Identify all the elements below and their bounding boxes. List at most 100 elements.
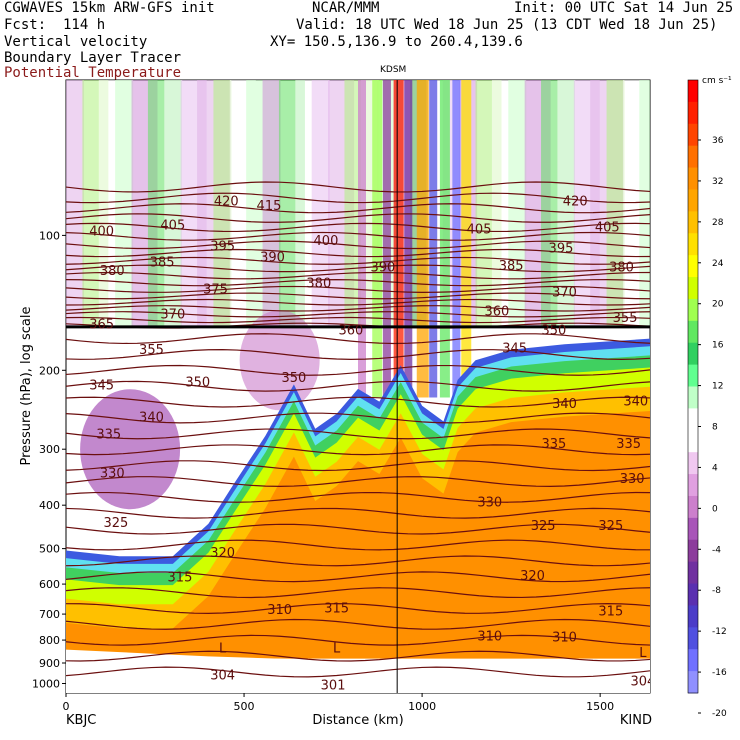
theta-label: 340: [139, 411, 164, 426]
theta-contour: [66, 240, 650, 250]
theta-label: 325: [531, 519, 556, 534]
colorbar: cm s⁻¹ 36 32 28 24 20 16 12 8 4 0 -4 -8 -12 -16 -20: [687, 76, 732, 719]
theta-contour: [66, 428, 650, 440]
colorbar-swatch: [688, 495, 698, 519]
velocity-band: [557, 80, 576, 327]
y-tick-label: 200: [39, 364, 60, 377]
theta-contour: [66, 396, 650, 408]
colorbar-swatch: [688, 167, 698, 190]
x-start-station: KBJC: [66, 713, 96, 728]
field-potential-temperature: Potential Temperature: [4, 65, 182, 81]
colorbar-swatch: [688, 80, 698, 103]
init-time: Init: 00 UTC Sat 14 Jun 25: [514, 0, 734, 16]
theta-label: 304: [210, 669, 235, 684]
theta-contour: [66, 298, 650, 306]
velocity-band: [606, 80, 625, 327]
colorbar-swatch: [688, 408, 698, 431]
field-vertical-velocity: Vertical velocity: [4, 34, 148, 50]
theta-contour: [66, 279, 650, 287]
theta-label: 350: [541, 323, 566, 338]
theta-contour: [66, 333, 650, 345]
theta-label: 340: [552, 397, 577, 412]
theta-contour: [66, 587, 650, 599]
theta-label: L: [639, 646, 647, 661]
velocity-column: [461, 80, 472, 398]
theta-label: 390: [260, 250, 285, 265]
model-title: CGWAVES 15km ARW-GFS init: [4, 0, 215, 16]
x-tick-label: 1500: [586, 700, 614, 713]
colorbar-swatch: [688, 189, 698, 212]
colorbar-swatch: [688, 386, 698, 409]
colorbar-swatch: [688, 211, 698, 234]
theta-label: 340: [623, 395, 648, 410]
colorbar-tick-label: -8: [712, 586, 721, 596]
theta-label: 405: [160, 218, 185, 233]
theta-label: 310: [267, 603, 292, 618]
colorbar-swatch: [688, 320, 698, 344]
colorbar-swatch: [688, 277, 698, 300]
theta-label: 395: [549, 242, 574, 257]
colorbar-frame: [687, 79, 699, 694]
valid-time: Valid: 18 UTC Wed 18 Jun 25 (13 CDT Wed …: [296, 17, 718, 33]
colorbar-units: cm s⁻¹: [702, 76, 732, 86]
theta-contour: [66, 248, 650, 258]
theta-label: 315: [168, 570, 193, 585]
velocity-column: [429, 80, 438, 398]
velocity-column: [382, 80, 391, 398]
potential-temperature-contours: [66, 181, 650, 678]
theta-contour: [66, 256, 650, 265]
theta-label: 315: [598, 604, 623, 619]
theta-contour: [66, 213, 650, 223]
theta-contour: [66, 349, 650, 360]
theta-label: 390: [371, 261, 396, 276]
velocity-band: [639, 80, 650, 327]
colorbar-tick-label: 36: [712, 136, 724, 146]
theta-label: 370: [552, 285, 577, 300]
theta-label: 405: [467, 222, 492, 237]
theta-contour: [66, 476, 650, 487]
velocity-column: [439, 80, 450, 398]
velocity-band: [66, 80, 84, 327]
y-tick-label: 100: [39, 229, 60, 242]
theta-label: 360: [338, 323, 363, 338]
colorbar-swatch: [688, 517, 698, 541]
velocity-band: [311, 80, 330, 327]
theta-label: 325: [103, 516, 128, 531]
theta-label: L: [333, 641, 341, 656]
colorbar-tick-label: -12: [712, 627, 727, 637]
theta-label: 420: [563, 194, 588, 209]
colorbar-tick-label: 24: [712, 259, 724, 269]
tracer-layer: [66, 410, 650, 693]
theta-label: 310: [552, 631, 577, 646]
velocity-band: [508, 80, 527, 327]
theta-label: 380: [609, 261, 634, 276]
theta-contour: [66, 292, 650, 300]
theta-label: 330: [477, 496, 502, 511]
colorbar-swatch: [688, 101, 698, 125]
midpoint-station: KDSM: [380, 65, 407, 75]
theta-contour: [66, 305, 650, 312]
theta-label: L: [219, 641, 227, 656]
theta-label: 335: [96, 427, 121, 442]
theta-label: 350: [281, 371, 306, 386]
colorbar-swatch: [688, 233, 698, 256]
theta-contour: [66, 618, 650, 630]
y-tick-label: 600: [39, 578, 60, 591]
theta-contour: [66, 264, 650, 273]
colorbar-tick-label: 0: [712, 504, 718, 514]
x-axis-label: Distance (km): [312, 713, 403, 728]
theta-label: 345: [89, 378, 114, 393]
theta-label: 335: [616, 437, 641, 452]
x-end-station: KIND: [620, 713, 652, 728]
theta-label: 320: [520, 569, 545, 584]
colorbar-tick-label: 32: [712, 177, 723, 187]
theta-contour: [66, 271, 650, 280]
theta-contour: [66, 491, 650, 503]
velocity-column: [452, 80, 461, 398]
theta-label: 345: [502, 342, 527, 357]
colorbar-swatch: [688, 583, 698, 606]
theta-contour: [66, 192, 650, 204]
theta-label: 405: [595, 220, 620, 235]
colorbar-swatch: [688, 649, 698, 672]
theta-label: 355: [139, 343, 164, 358]
